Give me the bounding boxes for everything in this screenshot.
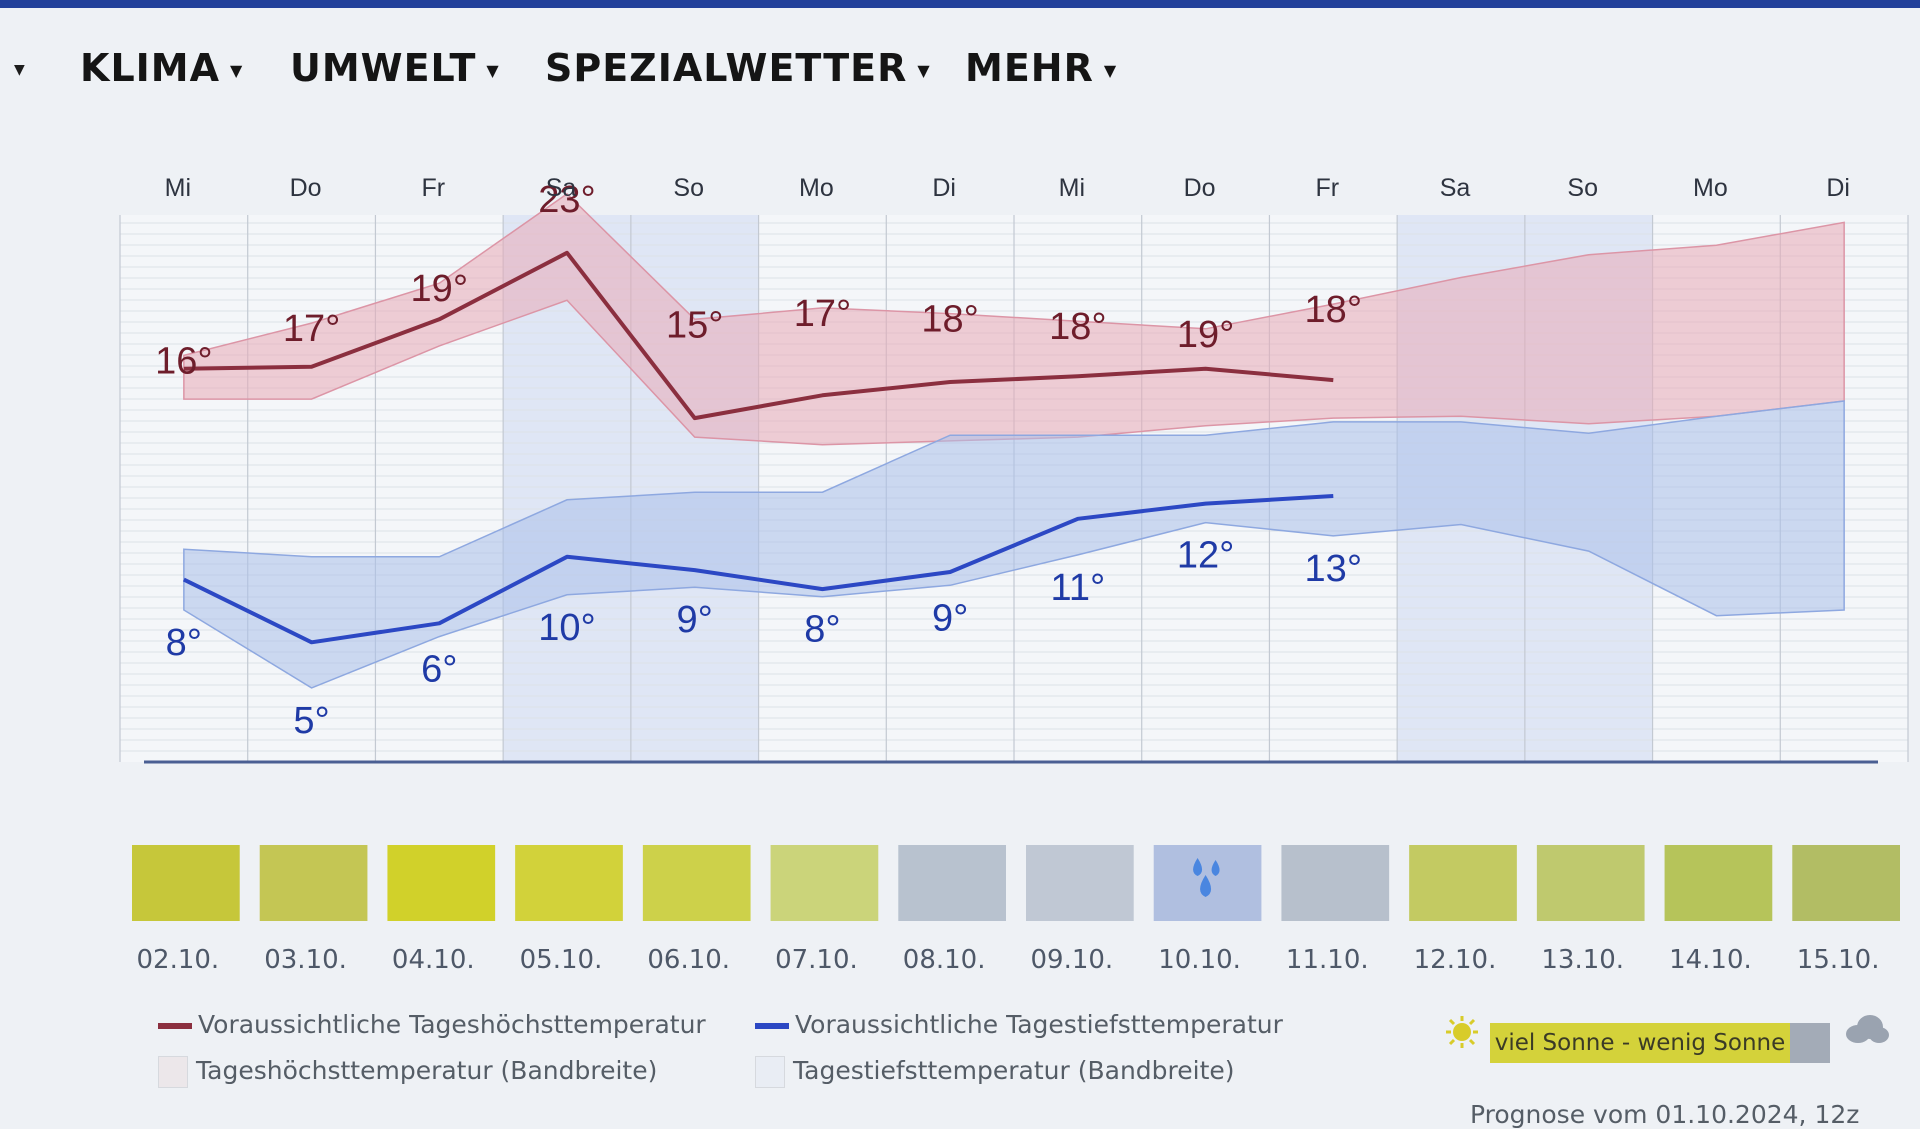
- day-label: Fr: [1315, 174, 1339, 202]
- nav-item-label: SPEZIALWETTER: [545, 46, 908, 90]
- max-temperature-label: 18°: [1305, 289, 1362, 331]
- legend-label: Voraussichtliche Tagestiefsttemperatur: [795, 1010, 1283, 1039]
- day-label: Mi: [1059, 174, 1085, 202]
- date-label: 05.10.: [520, 945, 603, 975]
- sunshine-box: [1409, 845, 1517, 921]
- day-label: Sa: [1440, 174, 1471, 202]
- max-temperature-label: 17°: [283, 308, 340, 350]
- legend-swatch: [158, 1023, 192, 1029]
- nav-item-label: KLIMA: [80, 46, 221, 90]
- sunshine-box: [770, 845, 879, 921]
- min-temperature-label: 12°: [1177, 535, 1234, 577]
- sunshine-box: [259, 845, 368, 921]
- date-label: 11.10.: [1286, 945, 1369, 975]
- sunshine-box: [642, 845, 751, 921]
- chevron-down-icon[interactable]: ▼: [14, 62, 25, 78]
- legend-min-band: Tagestiefsttemperatur (Bandbreite): [755, 1056, 1235, 1088]
- max-temperature-label: 23°: [538, 179, 595, 221]
- date-label: 12.10.: [1414, 945, 1497, 975]
- sunshine-scale-legend: viel Sonne - wenig Sonne: [1490, 1023, 1830, 1063]
- date-label: 09.10.: [1031, 945, 1114, 975]
- max-temperature-label: 19°: [1177, 314, 1234, 356]
- day-label: So: [1567, 174, 1598, 202]
- min-temperature-label: 10°: [538, 607, 595, 649]
- sunshine-box: [515, 845, 623, 921]
- date-label: 04.10.: [392, 945, 475, 975]
- min-temperature-label: 9°: [932, 597, 968, 639]
- max-temperature-line: [183, 250, 1334, 421]
- sunshine-box: [898, 845, 1006, 921]
- date-label: 14.10.: [1669, 945, 1752, 975]
- day-label: So: [673, 174, 704, 202]
- sunshine-box: [1792, 845, 1900, 921]
- legend-swatch: [158, 1056, 188, 1088]
- nav-item-spezialwetter[interactable]: SPEZIALWETTER ▼: [545, 46, 931, 90]
- date-label: 10.10.: [1158, 945, 1241, 975]
- legend-label: Tagestiefsttemperatur (Bandbreite): [793, 1056, 1235, 1085]
- day-label: Do: [1184, 174, 1216, 202]
- date-label: 08.10.: [903, 945, 986, 975]
- min-temperature-label: 5°: [293, 700, 329, 742]
- max-temperature-label: 18°: [921, 299, 978, 341]
- forecast-timestamp: Prognose vom 01.10.2024, 12z: [1470, 1100, 1860, 1129]
- cloud-icon: [1846, 1015, 1889, 1043]
- max-temperature-label: 19°: [411, 268, 468, 310]
- date-label: 06.10.: [647, 945, 730, 975]
- date-label: 07.10.: [775, 945, 858, 975]
- sunshine-box: [1026, 845, 1134, 921]
- day-label: Mo: [799, 174, 834, 202]
- raindrop-icon: [1200, 875, 1212, 897]
- legend-label: Voraussichtliche Tageshöchsttemperatur: [198, 1010, 706, 1039]
- date-label: 02.10.: [137, 945, 220, 975]
- legend-min-line: Voraussichtliche Tagestiefsttemperatur: [755, 1010, 1283, 1039]
- nav-item-mehr[interactable]: MEHR ▼: [965, 46, 1117, 90]
- nav-item-label: UMWELT: [290, 46, 477, 90]
- nav-item-umwelt[interactable]: UMWELT ▼: [290, 46, 500, 90]
- day-label: Di: [1826, 174, 1850, 202]
- min-temperature-line: [182, 494, 1334, 645]
- sunshine-box: [387, 845, 496, 921]
- nav-item-klima[interactable]: KLIMA ▼: [80, 46, 243, 90]
- day-label: Sa: [546, 174, 577, 202]
- raindrop-icon: [1211, 860, 1220, 876]
- legend-max-band: Tageshöchsttemperatur (Bandbreite): [158, 1056, 657, 1088]
- chevron-down-icon: ▼: [486, 61, 500, 80]
- sun-icon: [1446, 1016, 1478, 1048]
- min-temperature-label: 9°: [677, 599, 713, 641]
- day-label: Mi: [165, 174, 191, 202]
- min-temperature-label: 8°: [804, 609, 840, 651]
- max-temperature-label: 17°: [794, 293, 851, 335]
- min-temperature-label: 8°: [166, 622, 202, 664]
- day-label: Di: [932, 174, 956, 202]
- legend-swatch: [755, 1023, 789, 1029]
- date-label: 13.10.: [1541, 945, 1624, 975]
- raindrop-icon: [1193, 858, 1203, 876]
- day-label: Do: [290, 174, 322, 202]
- min-temperature-label: 6°: [421, 649, 457, 691]
- sunshine-box: [1281, 845, 1390, 921]
- main-navigation: ▼ KLIMA ▼ UMWELT ▼ SPEZIALWETTER ▼ MEHR ▼: [0, 30, 1920, 110]
- sunshine-box: [1664, 845, 1773, 921]
- max-temperature-label: 15°: [666, 304, 723, 346]
- max-temperature-label: 16°: [155, 340, 212, 382]
- chevron-down-icon: ▼: [230, 61, 244, 80]
- legend-label: Tageshöchsttemperatur (Bandbreite): [196, 1056, 658, 1085]
- legend-max-line: Voraussichtliche Tageshöchsttemperatur: [158, 1010, 706, 1039]
- chevron-down-icon: ▼: [917, 61, 931, 80]
- min-temperature-label: 11°: [1051, 567, 1106, 609]
- sunshine-box: [1536, 845, 1645, 921]
- legend-swatch: [755, 1056, 785, 1088]
- date-label: 03.10.: [264, 945, 347, 975]
- day-label: Mo: [1693, 174, 1728, 202]
- chevron-down-icon: ▼: [1103, 61, 1118, 80]
- top-accent-bar: [0, 0, 1920, 8]
- nav-item-label: MEHR: [965, 46, 1094, 90]
- sunshine-box: [132, 845, 240, 921]
- day-label: Fr: [421, 174, 445, 202]
- min-temperature-label: 13°: [1305, 548, 1362, 590]
- max-temperature-label: 18°: [1049, 306, 1106, 348]
- date-label: 15.10.: [1797, 945, 1880, 975]
